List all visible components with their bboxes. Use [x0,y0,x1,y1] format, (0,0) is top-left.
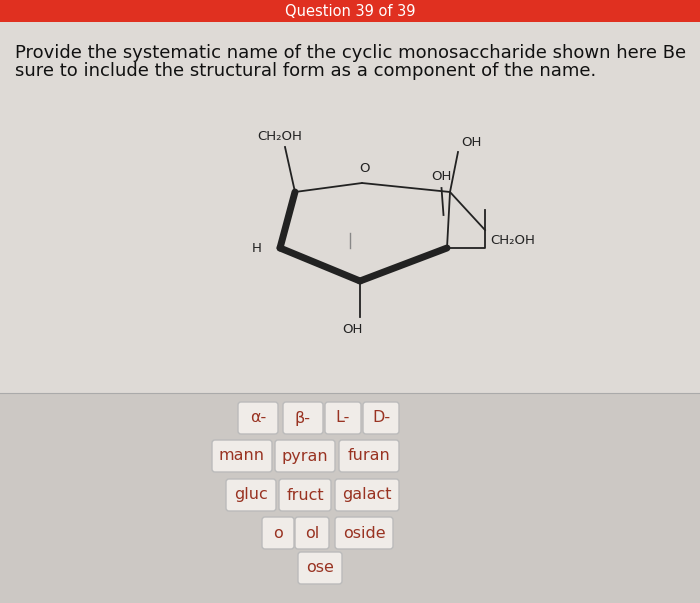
Text: galact: galact [342,487,392,502]
Text: gluc: gluc [234,487,268,502]
FancyBboxPatch shape [279,479,331,511]
FancyBboxPatch shape [325,402,361,434]
Text: D-: D- [372,411,390,426]
Text: o: o [273,525,283,540]
Text: OH: OH [461,136,482,149]
Text: CH₂OH: CH₂OH [490,234,535,247]
Text: Provide the systematic name of the cyclic monosaccharide shown here Be: Provide the systematic name of the cycli… [15,44,686,62]
Bar [0,393,700,603]
Text: OH: OH [431,170,452,183]
Text: α-: α- [250,411,266,426]
Text: O: O [358,162,370,175]
FancyBboxPatch shape [238,402,278,434]
FancyBboxPatch shape [226,479,276,511]
FancyBboxPatch shape [339,440,399,472]
Text: fruct: fruct [286,487,324,502]
FancyBboxPatch shape [363,402,399,434]
FancyBboxPatch shape [335,479,399,511]
Text: sure to include the structural form as a component of the name.: sure to include the structural form as a… [15,62,596,80]
Text: β-: β- [295,411,311,426]
Text: L-: L- [336,411,350,426]
Bar [0,0,700,393]
FancyBboxPatch shape [335,517,393,549]
Text: ol: ol [305,525,319,540]
Text: ose: ose [306,561,334,575]
FancyBboxPatch shape [283,402,323,434]
Text: CH₂OH: CH₂OH [258,130,302,143]
Text: Question 39 of 39: Question 39 of 39 [285,4,415,19]
Text: mann: mann [219,449,265,464]
Text: OH: OH [342,323,362,336]
FancyBboxPatch shape [212,440,272,472]
Text: oside: oside [343,525,385,540]
Bar [0,0,700,22]
Text: H: H [252,241,262,254]
Text: pyran: pyran [281,449,328,464]
FancyBboxPatch shape [295,517,329,549]
Text: furan: furan [348,449,391,464]
FancyBboxPatch shape [298,552,342,584]
FancyBboxPatch shape [262,517,294,549]
FancyBboxPatch shape [275,440,335,472]
